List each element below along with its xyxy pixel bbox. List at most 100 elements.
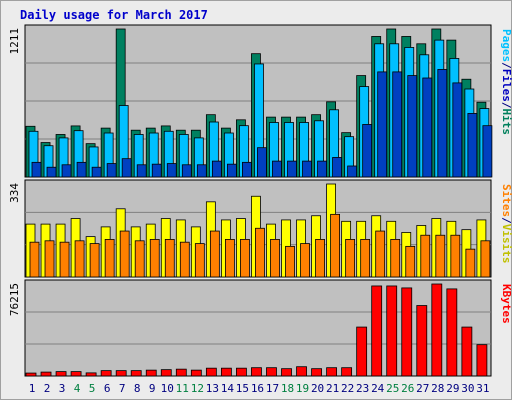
y-max-label: 76215: [8, 283, 21, 316]
x-tick-label: 31: [476, 382, 489, 395]
bar-sites-3: [59, 241, 70, 278]
bar-kbytes-22: [341, 367, 353, 377]
bar-kbytes-3: [55, 371, 67, 377]
panel-visits-sites: 334 Sites/Visits: [8, 179, 512, 278]
legend-entry: Pages: [500, 29, 512, 62]
bar-sites-24: [375, 230, 386, 278]
bar-pages-12: [196, 164, 207, 178]
x-tick-label: 3: [59, 382, 66, 395]
legend-hits-files-pages: Pages/Files/Hits: [500, 29, 512, 135]
bar-kbytes-7: [115, 370, 127, 377]
x-tick-label: 18: [281, 382, 294, 395]
x-tick-label: 14: [221, 382, 235, 395]
bar-pages-6: [106, 163, 117, 178]
bar-pages-18: [287, 160, 297, 178]
bar-sites-16: [255, 227, 265, 278]
x-tick-label: 27: [416, 382, 429, 395]
bar-kbytes-10: [160, 369, 172, 377]
x-tick-label: 2: [44, 382, 51, 395]
bar-pages-22: [347, 165, 358, 178]
bar-kbytes-13: [205, 367, 217, 377]
panel-background: [24, 279, 492, 377]
legend-entry: Sites: [500, 184, 512, 217]
bar-sites-14: [224, 239, 235, 278]
bar-sites-23: [360, 239, 371, 278]
bar-sites-31: [480, 240, 491, 278]
x-tick-label: 21: [326, 382, 339, 395]
x-tick-label: 5: [89, 382, 96, 395]
bar-pages-5: [91, 166, 102, 178]
bar-pages-1: [31, 161, 42, 178]
chart-title: Daily usage for March 2017: [20, 8, 208, 22]
x-tick-label: 13: [206, 382, 219, 395]
bar-sites-7: [119, 230, 130, 278]
x-tick-label: 26: [401, 382, 414, 395]
bar-kbytes-15: [236, 367, 247, 377]
x-tick-label: 9: [149, 382, 156, 395]
bar-sites-20: [315, 239, 325, 278]
x-tick-label: 8: [134, 382, 141, 395]
bar-pages-8: [136, 164, 147, 178]
bar-pages-10: [166, 163, 177, 178]
x-tick-label: 10: [161, 382, 174, 395]
x-tick-label: 19: [296, 382, 309, 395]
bar-pages-13: [211, 160, 222, 178]
bar-sites-15: [240, 239, 250, 278]
x-tick-label: 16: [251, 382, 264, 395]
bar-sites-21: [330, 213, 341, 278]
bar-pages-3: [61, 164, 72, 178]
bar-sites-25: [390, 239, 401, 278]
bar-pages-26: [407, 75, 418, 178]
bar-pages-7: [121, 158, 132, 178]
bar-sites-18: [285, 245, 295, 278]
x-tick-label: 24: [371, 382, 385, 395]
legend-entry: Hits: [500, 109, 512, 136]
bar-kbytes-29: [446, 288, 458, 377]
bar-kbytes-8: [130, 370, 142, 377]
bar-kbytes-5: [85, 372, 97, 377]
bar-kbytes-16: [251, 367, 262, 377]
bar-sites-26: [405, 245, 416, 278]
bar-pages-24: [377, 71, 388, 178]
bar-kbytes-14: [220, 367, 232, 377]
x-tick-label: 25: [386, 382, 399, 395]
bar-kbytes-17: [266, 367, 277, 377]
bar-sites-30: [465, 248, 476, 278]
bar-sites-1: [29, 241, 40, 278]
bar-sites-9: [149, 239, 160, 278]
bar-sites-4: [74, 240, 85, 278]
bar-pages-4: [76, 161, 87, 178]
bar-kbytes-24: [371, 285, 383, 377]
bar-pages-31: [482, 125, 493, 178]
bar-kbytes-11: [175, 368, 187, 377]
bar-kbytes-9: [145, 369, 157, 377]
legend-entry: Files: [500, 69, 512, 102]
bar-pages-14: [226, 163, 237, 178]
bar-kbytes-23: [356, 326, 368, 377]
bar-pages-25: [392, 71, 403, 178]
bar-kbytes-19: [296, 366, 307, 377]
bar-kbytes-18: [281, 368, 292, 377]
x-tick-label: 23: [356, 382, 369, 395]
bar-sites-27: [420, 234, 431, 278]
bar-sites-2: [44, 240, 55, 278]
bar-sites-28: [435, 234, 446, 278]
x-tick-label: 12: [191, 382, 204, 395]
legend-visits-sites: Sites/Visits: [500, 184, 512, 264]
y-max-label: 334: [8, 183, 21, 203]
bar-pages-15: [242, 161, 252, 178]
x-tick-label: 28: [431, 382, 444, 395]
bar-kbytes-6: [100, 370, 112, 377]
legend-entry: /: [500, 62, 512, 69]
series-sites: [29, 213, 491, 278]
bar-pages-11: [181, 164, 192, 178]
bar-kbytes-2: [40, 371, 52, 377]
bar-pages-17: [272, 160, 282, 178]
bar-sites-22: [345, 239, 356, 278]
x-axis-labels: 1 2 3 4 5 6 7 8 9 10 11 12 13 14 15 16 17 18 19 20 21 22 23 24 2…: [29, 382, 490, 395]
bar-pages-28: [437, 69, 448, 178]
bar-kbytes-20: [311, 368, 322, 377]
x-tick-label: 22: [341, 382, 354, 395]
bar-kbytes-25: [386, 285, 398, 377]
legend-kbytes: KBytes: [500, 284, 512, 324]
